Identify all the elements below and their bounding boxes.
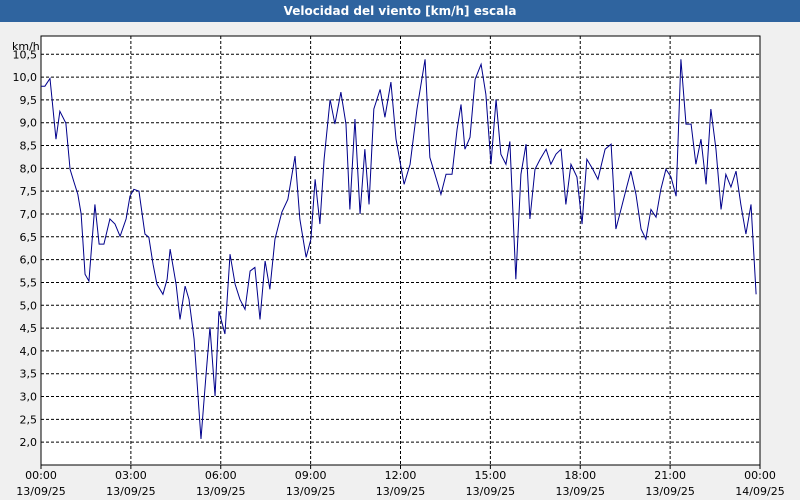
x-tick-label: 09:00 13/09/25 — [286, 469, 335, 498]
chart-title: Velocidad del viento [km/h] escala — [0, 0, 800, 22]
y-tick-label: 8,5 — [20, 140, 38, 153]
x-tick-label: 00:00 14/09/25 — [735, 469, 784, 498]
x-tick-label: 00:00 13/09/25 — [16, 469, 65, 498]
y-tick-label: 4,0 — [20, 345, 38, 358]
y-tick-label: 10,0 — [13, 71, 38, 84]
y-tick-label: 6,5 — [20, 231, 38, 244]
x-tick-label: 12:00 13/09/25 — [376, 469, 425, 498]
y-axis-label: km/h — [12, 40, 40, 53]
x-tick-label: 21:00 13/09/25 — [645, 469, 694, 498]
y-tick-label: 7,5 — [20, 185, 38, 198]
y-tick-label: 6,0 — [20, 254, 38, 267]
y-tick-label: 5,0 — [20, 299, 38, 312]
y-tick-label: 4,5 — [20, 322, 38, 335]
x-tick-label: 15:00 13/09/25 — [466, 469, 515, 498]
y-tick-label: 9,5 — [20, 94, 38, 107]
x-tick-label: 06:00 13/09/25 — [196, 469, 245, 498]
y-tick-label: 9,0 — [20, 117, 38, 130]
y-tick-label: 10,5 — [13, 48, 38, 61]
y-tick-label: 3,0 — [20, 391, 38, 404]
y-tick-label: 7,0 — [20, 208, 38, 221]
y-tick-label: 8,0 — [20, 162, 38, 175]
x-tick-label: 18:00 13/09/25 — [556, 469, 605, 498]
x-tick-label: 03:00 13/09/25 — [106, 469, 155, 498]
y-tick-label: 3,5 — [20, 368, 38, 381]
y-tick-label: 2,0 — [20, 436, 38, 449]
data-line — [41, 59, 757, 440]
y-tick-label: 5,5 — [20, 276, 38, 289]
y-tick-label: 2,5 — [20, 413, 38, 426]
